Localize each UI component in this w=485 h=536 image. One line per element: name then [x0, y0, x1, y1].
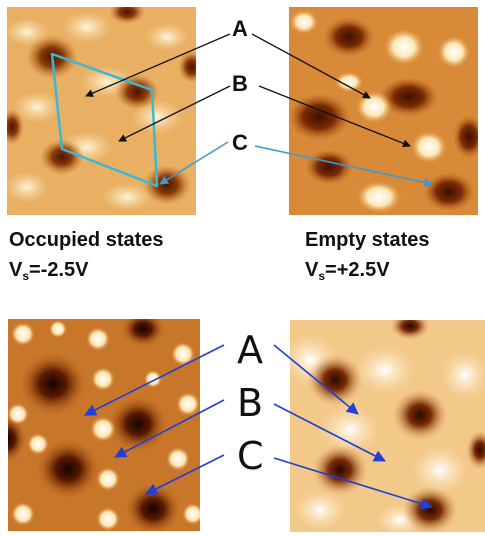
stm-image-occupied-top: [7, 7, 196, 215]
arrow-bottom-b-right: [273, 403, 386, 462]
label-top-b: B: [232, 71, 248, 96]
caption-occupied: Occupied states Vs=-2.5V: [9, 228, 164, 282]
bias-prefix: V: [9, 259, 23, 281]
arrow-bottom-c-left: [145, 454, 225, 495]
arrow-top-b-right: [258, 85, 411, 148]
arrow-top-c-left: [159, 141, 229, 185]
unit-cell-outline: [50, 52, 159, 188]
bias-subscript: s: [22, 269, 30, 283]
bias-value: =+2.5V: [325, 259, 390, 281]
label-top-c: C: [232, 130, 248, 155]
label-bottom-b: B: [237, 381, 264, 425]
stm-image-empty-bottom: [290, 320, 485, 532]
arrow-bottom-a-left: [84, 344, 225, 416]
label-bottom-a: A: [237, 328, 263, 372]
arrow-bottom-a-right: [273, 344, 359, 415]
stm-image-occupied-bottom: [8, 319, 200, 531]
bias-value: =-2.5V: [29, 259, 89, 281]
caption-empty-title: Empty states: [305, 229, 430, 251]
bias-subscript: s: [318, 269, 326, 283]
arrow-bottom-c-right: [273, 457, 433, 510]
caption-empty-bias: Vs=+2.5V: [305, 258, 430, 282]
arrow-top-b-left: [118, 85, 231, 142]
bias-prefix: V: [305, 259, 319, 281]
arrow-top-a-left: [85, 33, 231, 97]
arrow-top-c-right: [254, 145, 433, 187]
caption-occupied-bias: Vs=-2.5V: [9, 258, 164, 282]
arrow-bottom-b-left: [114, 399, 225, 458]
arrow-top-a-right: [251, 33, 371, 99]
caption-empty: Empty states Vs=+2.5V: [305, 228, 430, 282]
label-top-a: A: [232, 16, 248, 41]
caption-occupied-title: Occupied states: [9, 229, 164, 251]
label-bottom-c: C: [237, 434, 264, 478]
